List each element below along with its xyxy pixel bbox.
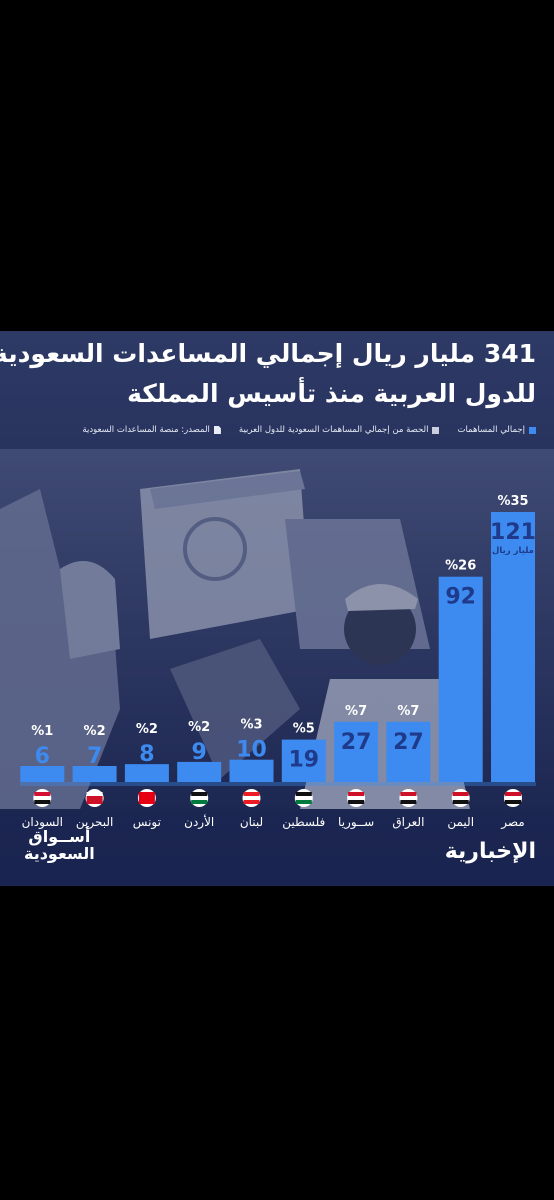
bar bbox=[438, 576, 483, 782]
category-label: العراق bbox=[392, 815, 424, 830]
flag-stripe bbox=[138, 800, 155, 804]
flag-stripe bbox=[348, 800, 365, 804]
category-label: تونس bbox=[133, 815, 161, 830]
bar-value-label: 92 bbox=[445, 585, 476, 610]
flag-stripe bbox=[34, 796, 51, 800]
flag-stripe bbox=[452, 792, 469, 796]
aswaq-logo-line1: أســواق bbox=[28, 827, 91, 846]
flag-stripe bbox=[400, 792, 417, 796]
alekhbariya-logo: الإخبارية bbox=[444, 839, 536, 864]
legend-item-share: الحصة من إجمالي المساهمات السعودية للدول… bbox=[239, 425, 440, 435]
legend-label-total: إجمالي المساهمات bbox=[457, 425, 525, 435]
flag-stripe bbox=[505, 792, 521, 796]
percent-label: %1 bbox=[31, 724, 53, 739]
percent-label: %5 bbox=[293, 722, 315, 737]
bar bbox=[20, 766, 65, 782]
category-label: البحرين bbox=[76, 815, 113, 830]
category-label: اليمن bbox=[447, 815, 474, 830]
flag-stripe bbox=[138, 796, 155, 800]
percent-label: %2 bbox=[188, 720, 210, 735]
legend: إجمالي المساهمات الحصة من إجمالي المساهم… bbox=[82, 425, 536, 435]
bar-value-label: 9 bbox=[192, 740, 207, 765]
category-label: السودان bbox=[22, 815, 63, 830]
category-label: ســوريا bbox=[338, 815, 374, 830]
flag-stripe bbox=[400, 796, 417, 800]
bar bbox=[229, 759, 274, 782]
header: 341 مليار ريال إجمالي المساعدات السعودية… bbox=[0, 331, 554, 449]
source-note: المصدر: منصة المساعدات السعودية bbox=[82, 425, 221, 435]
aswaq-logo: أســواق السعودية bbox=[24, 828, 95, 862]
bar-value-label: 19 bbox=[288, 748, 319, 773]
category-label: الأردن bbox=[184, 814, 214, 830]
flag-stripe bbox=[86, 796, 103, 800]
chart-subtitle: للدول العربية منذ تأسيس المملكة bbox=[127, 379, 536, 408]
bar bbox=[72, 766, 117, 782]
bar bbox=[177, 761, 222, 782]
flag-stripe bbox=[243, 792, 260, 796]
bar bbox=[491, 512, 535, 782]
bar-value-label: 6 bbox=[35, 744, 50, 769]
bar-value-label: 10 bbox=[236, 738, 267, 763]
flag-stripe bbox=[34, 792, 51, 796]
document-icon bbox=[213, 426, 221, 434]
legend-swatch-total-icon bbox=[529, 426, 536, 434]
percent-label: %2 bbox=[136, 722, 158, 737]
flag-stripe bbox=[191, 800, 208, 804]
legend-label-share: الحصة من إجمالي المساهمات السعودية للدول… bbox=[238, 425, 429, 435]
bar-value-label: 121 bbox=[490, 520, 536, 545]
flag-stripe bbox=[452, 800, 469, 804]
bar-value-label: 27 bbox=[393, 730, 424, 755]
flag-stripe bbox=[505, 800, 521, 804]
flag-stripe bbox=[295, 796, 312, 800]
percent-label: %7 bbox=[397, 704, 419, 719]
flag-stripe bbox=[452, 796, 469, 800]
legend-item-total: إجمالي المساهمات bbox=[457, 425, 536, 435]
chart-baseline bbox=[20, 782, 536, 786]
flag-stripe bbox=[191, 792, 208, 796]
bar bbox=[281, 739, 326, 782]
bar bbox=[124, 764, 169, 782]
bar-value-label: 8 bbox=[139, 742, 154, 767]
flag-stripe bbox=[138, 792, 155, 796]
unit-label: مليار ريال bbox=[492, 546, 534, 556]
flag-stripe bbox=[86, 792, 103, 796]
bar-value-label: 7 bbox=[87, 744, 102, 769]
legend-swatch-share-icon bbox=[432, 426, 440, 434]
flag-stripe bbox=[86, 800, 103, 804]
percent-label: %26 bbox=[445, 559, 476, 574]
aswaq-logo-line2: السعودية bbox=[24, 844, 95, 863]
flag-stripe bbox=[348, 796, 365, 800]
flag-stripe bbox=[295, 800, 312, 804]
category-label: مصر bbox=[500, 815, 524, 830]
percent-label: %2 bbox=[84, 724, 106, 739]
flag-stripe bbox=[348, 792, 365, 796]
flag-stripe bbox=[191, 796, 208, 800]
flag-stripe bbox=[295, 792, 312, 796]
percent-label: %35 bbox=[497, 494, 528, 509]
source-label: المصدر: منصة المساعدات السعودية bbox=[82, 425, 210, 435]
flag-stripe bbox=[34, 800, 51, 804]
flag-stripe bbox=[243, 800, 260, 804]
category-label: لبنان bbox=[240, 815, 263, 829]
flag-stripe bbox=[243, 796, 260, 800]
percent-label: %7 bbox=[345, 704, 367, 719]
flag-stripe bbox=[400, 800, 417, 804]
infographic: 341 مليار ريال إجمالي المساعدات السعودية… bbox=[0, 331, 554, 886]
percent-label: %3 bbox=[240, 718, 262, 733]
bar-value-label: 27 bbox=[341, 730, 372, 755]
chart-title: 341 مليار ريال إجمالي المساعدات السعودية bbox=[0, 339, 536, 368]
bar bbox=[386, 721, 431, 782]
bar bbox=[334, 721, 379, 782]
flag-stripe bbox=[505, 796, 521, 800]
category-label: فلسطين bbox=[282, 815, 325, 830]
